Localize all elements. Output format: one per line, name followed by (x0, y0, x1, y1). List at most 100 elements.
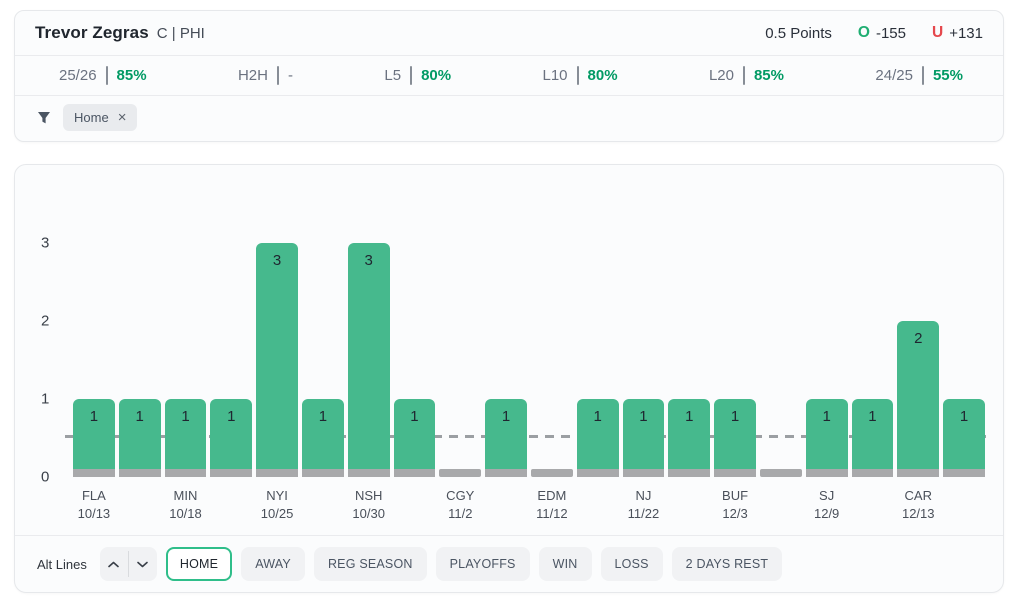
bar-value-label: 3 (272, 252, 282, 269)
y-tick-label: 0 (41, 468, 50, 486)
game-bar[interactable]: 1 (118, 209, 161, 477)
bar-value-label: 1 (410, 408, 419, 425)
prop-line-dashed (65, 435, 989, 438)
bar-value-label: 1 (822, 408, 831, 425)
x-tick-label: NJ 11/22 (627, 488, 660, 521)
x-tick-label: EDM 11/12 (536, 488, 568, 521)
alt-lines-label: Alt Lines (37, 556, 87, 572)
game-bar[interactable]: 1 (851, 209, 894, 477)
game-bar[interactable]: 1 SJ 12/9 (805, 209, 848, 521)
x-tick-label: BUF 12/3 (722, 488, 749, 521)
zero-game-marker (759, 469, 802, 477)
split-season-value: 85% (116, 67, 147, 84)
split-last-season: 24/25 55% (875, 66, 963, 85)
over-odds-value: -155 (875, 24, 906, 42)
split-l20-value: 85% (753, 67, 784, 84)
split-h2h-value: - (287, 67, 293, 84)
active-filters-row: Home × (15, 96, 1003, 141)
game-bar[interactable]: 2 CAR 12/13 (897, 209, 940, 521)
bar-value-label: 1 (959, 408, 969, 425)
bar-value-label: 1 (685, 408, 694, 425)
split-h2h: H2H - (237, 66, 293, 85)
bar-value-label: 1 (868, 408, 877, 425)
prop-line-label: 0.5 Points (765, 24, 832, 42)
x-tick-label: FLA 10/13 (77, 488, 111, 521)
under-odds: U +131 (932, 24, 983, 42)
y-tick-label: 3 (41, 234, 50, 252)
game-bar[interactable]: CGY 11/2 (439, 209, 482, 521)
hit-rate-splits: 25/26 85% H2H - L5 80% L10 80% L20 (15, 56, 1003, 95)
game-bar[interactable]: 1 (576, 209, 619, 477)
split-season: 25/26 85% (59, 66, 147, 85)
player-identity: Trevor Zegras C | PHI (35, 23, 205, 43)
x-tick-label: CAR 12/13 (901, 488, 935, 521)
bar-value-label: 1 (318, 408, 328, 425)
prop-odds: 0.5 Points O -155 U +131 (765, 24, 983, 42)
filter-chip-home[interactable]: Home × (63, 104, 138, 131)
game-bar[interactable]: 1 (485, 209, 527, 477)
x-tick-label: SJ 12/9 (813, 488, 840, 521)
x-tick-label: MIN 10/18 (169, 488, 202, 521)
bar-value-label: 1 (227, 408, 236, 425)
chart-section: 0 1 2 3 1 FLA 10/13 1 1 MIN 10/18 1 3 NYI 10/25 1 3 NSH 1… (15, 165, 1003, 535)
game-bar[interactable]: 1 NJ 11/22 (622, 209, 665, 521)
x-tick-label: CGY 11/2 (446, 488, 475, 521)
split-l10-value: 80% (587, 67, 618, 84)
player-prop-card: Trevor Zegras C | PHI 0.5 Points O -155 … (14, 10, 1004, 142)
game-bar[interactable]: 1 (943, 209, 985, 477)
bar-value-label: 1 (181, 408, 190, 425)
over-icon: O (857, 24, 870, 41)
game-bar[interactable]: 1 BUF 12/3 (714, 209, 756, 521)
filter-button-away[interactable]: AWAY (241, 547, 305, 581)
filter-button-loss[interactable]: LOSS (600, 547, 663, 581)
game-bar[interactable]: 3 NSH 10/30 (347, 209, 390, 521)
split-l10: L10 80% (542, 66, 618, 85)
chip-close-icon[interactable]: × (117, 108, 127, 126)
bar-series: 1 FLA 10/13 1 1 MIN 10/18 1 3 NYI 10/25 1 3 NSH 10/30 1… (73, 209, 985, 521)
bar-value-label: 1 (135, 408, 144, 425)
game-bar[interactable]: 1 MIN 10/18 (164, 209, 207, 521)
game-bar[interactable]: 1 (668, 209, 711, 477)
filter-button-win[interactable]: WIN (538, 547, 592, 581)
y-tick-label: 1 (41, 390, 50, 408)
game-bar[interactable]: EDM 11/12 (530, 209, 573, 521)
bar-value-label: 1 (89, 408, 99, 425)
game-bar[interactable]: 1 (393, 209, 436, 477)
game-bar[interactable]: 1 FLA 10/13 (73, 209, 115, 521)
game-bar[interactable]: 1 (301, 209, 344, 477)
filter-chip-label: Home (74, 110, 109, 125)
split-l5-value: 80% (421, 67, 452, 84)
chevron-down-icon[interactable] (129, 547, 157, 581)
chevron-up-icon[interactable] (100, 547, 128, 581)
filter-button-home[interactable]: HOME (165, 547, 233, 581)
bar-value-label: 1 (730, 408, 740, 425)
under-odds-value: +131 (949, 24, 983, 42)
bar-value-label: 2 (914, 330, 923, 347)
split-last-season-value: 55% (932, 67, 963, 84)
zero-game-marker (439, 469, 482, 477)
game-bar[interactable] (759, 209, 802, 477)
bar-value-label: 1 (639, 408, 648, 425)
filter-button-2-days-rest[interactable]: 2 DAYS REST (671, 547, 783, 581)
filter-funnel-icon[interactable] (37, 111, 51, 125)
game-bar[interactable]: 3 NYI 10/25 (256, 209, 298, 521)
bar-chart-plot: 0 1 2 3 1 FLA 10/13 1 1 MIN 10/18 1 3 NYI 10/25 1 3 NSH 1… (41, 209, 989, 521)
player-header: Trevor Zegras C | PHI 0.5 Points O -155 … (15, 11, 1003, 55)
over-odds: O -155 (858, 24, 906, 42)
under-icon: U (932, 24, 944, 41)
player-position-team: C | PHI (156, 25, 205, 42)
divider (15, 55, 1003, 56)
filter-button-reg-season[interactable]: REG SEASON (313, 547, 427, 581)
divider (15, 95, 1003, 96)
game-log-chart-card: 0 1 2 3 1 FLA 10/13 1 1 MIN 10/18 1 3 NYI 10/25 1 3 NSH 1… (14, 164, 1004, 593)
bar-value-label: 1 (501, 408, 511, 425)
game-bar[interactable]: 1 (210, 209, 253, 477)
chart-toolbar: Alt Lines HOME AWAY REG SEASON PLAYOFFS … (15, 535, 1003, 592)
bar-value-label: 1 (593, 408, 602, 425)
filter-button-playoffs[interactable]: PLAYOFFS (435, 547, 530, 581)
player-name: Trevor Zegras (35, 23, 149, 42)
x-tick-label: NSH 10/30 (352, 488, 385, 521)
zero-game-marker (530, 469, 573, 477)
x-tick-label: NYI 10/25 (260, 488, 294, 521)
